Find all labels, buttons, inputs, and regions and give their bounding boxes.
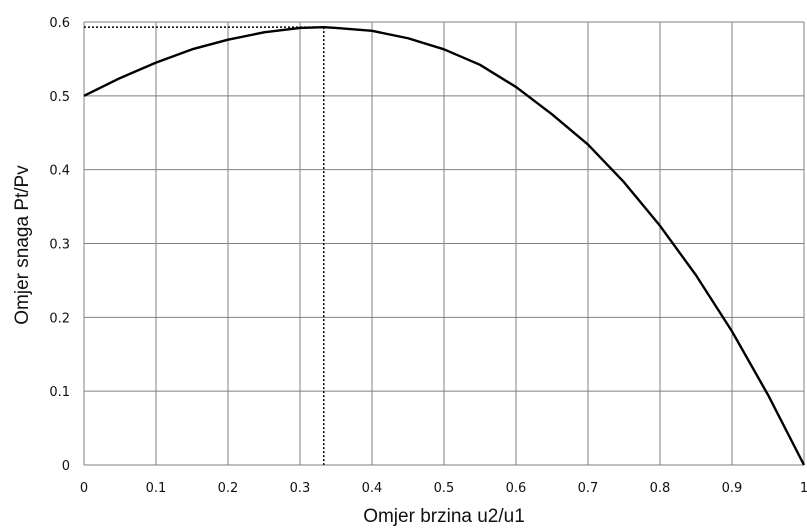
x-axis-title: Omjer brzina u2/u1 xyxy=(363,506,525,527)
x-tick-label-7: 0.7 xyxy=(578,481,599,496)
grid xyxy=(83,21,805,466)
x-tick-labels: 0 0.1 0.2 0.3 0.4 0.5 0.6 0.7 0.8 0.9 1 xyxy=(80,481,807,496)
y-tick-labels: 0 0.1 0.2 0.3 0.4 0.5 0.6 xyxy=(49,16,70,474)
x-tick-label-5: 0.5 xyxy=(434,481,455,496)
y-tick-label-1: 0.1 xyxy=(49,385,70,400)
x-tick-label-4: 0.4 xyxy=(362,481,383,496)
x-tick-label-2: 0.2 xyxy=(218,481,239,496)
y-tick-label-4: 0.4 xyxy=(49,164,70,179)
reference-lines xyxy=(84,26,325,465)
y-tick-label-0: 0 xyxy=(62,459,70,474)
x-tick-label-8: 0.8 xyxy=(650,481,671,496)
x-tick-label-3: 0.3 xyxy=(290,481,311,496)
x-tick-label-6: 0.6 xyxy=(506,481,527,496)
y-tick-label-6: 0.6 xyxy=(49,16,70,31)
y-tick-label-2: 0.2 xyxy=(49,311,70,326)
x-tick-label-1: 0.1 xyxy=(146,481,167,496)
x-tick-label-9: 0.9 xyxy=(722,481,743,496)
series-group xyxy=(83,25,806,466)
x-tick-label-10: 1 xyxy=(800,481,807,496)
y-tick-label-5: 0.5 xyxy=(49,90,70,105)
y-tick-label-3: 0.3 xyxy=(49,238,70,253)
series-line-0 xyxy=(83,25,806,466)
x-tick-label-0: 0 xyxy=(80,481,88,496)
y-axis-title: Omjer snaga Pt/Pv xyxy=(12,165,33,325)
